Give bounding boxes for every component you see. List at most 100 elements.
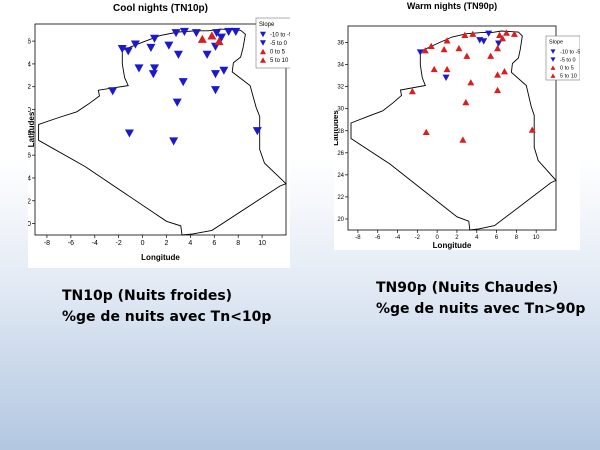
cool-legend-title: Slope bbox=[259, 22, 275, 28]
warm-marker-down bbox=[495, 40, 503, 47]
warm-marker-up bbox=[494, 44, 502, 52]
cool-marker-down bbox=[108, 87, 118, 96]
warm-marker-up bbox=[494, 86, 502, 94]
cool-y-tick-label: 24 bbox=[28, 175, 31, 182]
warm-marker-up bbox=[462, 98, 470, 106]
warm-y-tick-label: 36 bbox=[337, 41, 344, 47]
cool-y-tick-label: 32 bbox=[28, 84, 31, 91]
warm-x-tick-label: -4 bbox=[395, 235, 401, 241]
cool-y-tick-label: 34 bbox=[28, 61, 31, 68]
warm-x-tick-label: 8 bbox=[515, 235, 519, 241]
cool-marker-down bbox=[202, 50, 212, 59]
warm-marker-up bbox=[487, 52, 495, 59]
cool-marker-down bbox=[173, 50, 183, 59]
cool-marker-down bbox=[231, 27, 241, 37]
chart-panel-warm-nights: Warm nights (TN90p) -8 -6 -4 -2 0 2 4 6 8 10 20 22 24… bbox=[334, 0, 580, 250]
warm-legend-symbol bbox=[550, 65, 556, 70]
cool-marker-down bbox=[169, 137, 179, 146]
caption-cool-nights: TN10p (Nuits froides) %ge de nuits avec … bbox=[62, 286, 271, 328]
chart-panel-cool-nights: Cool nights (TN10p)-8-6-4-20246810202224… bbox=[28, 0, 290, 268]
warm-y-tick-label: 28 bbox=[337, 129, 344, 135]
warm-chart-title: Warm nights (TN90p) bbox=[407, 1, 497, 11]
cool-y-tick-label: 22 bbox=[28, 198, 31, 205]
warm-marker-up bbox=[469, 30, 477, 37]
warm-marker-up bbox=[461, 31, 469, 38]
warm-x-tick-label: 4 bbox=[475, 235, 479, 241]
cool-marker-down bbox=[148, 70, 158, 79]
cool-x-tick-label: 8 bbox=[236, 240, 240, 247]
cool-marker-down bbox=[124, 129, 134, 138]
caption-warm-nights-line2: %ge de nuits avec Tn>90p bbox=[376, 301, 586, 317]
cool-chart-title: Cool nights (TN10p) bbox=[113, 3, 208, 14]
warm-legend-title: Slope bbox=[549, 40, 563, 46]
cool-legend-label: 5 to 10 bbox=[270, 58, 289, 64]
cool-marker-down bbox=[171, 29, 181, 38]
warm-marker-up bbox=[502, 29, 510, 36]
warm-x-tick-label: 10 bbox=[533, 235, 540, 241]
cool-y-tick-label: 26 bbox=[28, 153, 31, 160]
cool-marker-down bbox=[252, 127, 262, 136]
caption-warm-nights-line1: TN90p (Nuits Chaudes) bbox=[376, 280, 559, 296]
cool-marker-down bbox=[216, 33, 226, 42]
warm-y-tick-label: 30 bbox=[337, 107, 344, 113]
warm-y-axis-label: Latitudes bbox=[334, 110, 340, 146]
cool-x-tick-label: 2 bbox=[165, 240, 169, 247]
cool-marker-down bbox=[178, 78, 188, 87]
warm-x-axis-label: Longitude bbox=[433, 241, 472, 250]
cool-y-axis-label: Latitudes bbox=[28, 111, 36, 147]
cool-marker-up bbox=[207, 31, 217, 40]
warm-x-tick-label: 0 bbox=[435, 235, 439, 241]
warm-marker-up bbox=[443, 37, 451, 44]
warm-plot-frame bbox=[347, 25, 557, 231]
warm-marker-up bbox=[408, 87, 416, 95]
cool-marker-down bbox=[146, 43, 156, 53]
cool-marker-down bbox=[210, 86, 220, 95]
cool-x-tick-label: 6 bbox=[212, 240, 216, 247]
warm-legend-symbol bbox=[550, 49, 556, 54]
cool-marker-down bbox=[123, 47, 133, 56]
cool-marker-down bbox=[150, 34, 160, 43]
cool-legend-label: 0 to 5 bbox=[270, 50, 286, 56]
caption-warm-nights: TN90p (Nuits Chaudes) %ge de nuits avec … bbox=[376, 278, 585, 320]
cool-x-tick-label: -2 bbox=[116, 240, 122, 247]
warm-x-tick-label: 2 bbox=[455, 235, 459, 241]
chart-cool-nights: Cool nights (TN10p)-8-6-4-20246810202224… bbox=[28, 3, 290, 262]
cool-marker-down bbox=[191, 29, 201, 38]
cool-legend-symbol bbox=[260, 48, 266, 55]
cool-x-axis-label: Longitude bbox=[141, 253, 180, 262]
warm-marker-down bbox=[416, 49, 424, 56]
warm-marker-up bbox=[421, 47, 429, 54]
warm-y-tick-label: 34 bbox=[337, 63, 344, 69]
cool-x-tick-label: 0 bbox=[141, 240, 145, 247]
warm-marker-up bbox=[467, 79, 475, 86]
warm-country-outline bbox=[350, 30, 557, 231]
warm-legend-symbol bbox=[550, 57, 556, 62]
cool-marker-down bbox=[134, 64, 144, 73]
cool-legend-symbol bbox=[260, 40, 266, 46]
cool-marker-down bbox=[150, 64, 160, 73]
warm-x-tick-label: 6 bbox=[495, 235, 499, 241]
warm-marker-down bbox=[480, 38, 488, 45]
cool-legend-label: -10 to -5 bbox=[270, 33, 290, 39]
warm-marker-up bbox=[430, 65, 438, 73]
warm-marker-up bbox=[463, 52, 471, 59]
cool-marker-down bbox=[117, 45, 127, 54]
cool-x-tick-label: -4 bbox=[92, 240, 98, 247]
cool-marker-down bbox=[210, 70, 220, 79]
cool-marker-down bbox=[219, 66, 229, 75]
warm-y-tick-label: 24 bbox=[337, 173, 344, 179]
cool-x-tick-label: -6 bbox=[68, 240, 74, 247]
cool-marker-up bbox=[197, 34, 207, 43]
warm-x-tick-label: -6 bbox=[375, 235, 381, 241]
warm-marker-up bbox=[459, 136, 467, 143]
warm-marker-down bbox=[485, 30, 493, 37]
warm-legend-label: -5 to 0 bbox=[560, 58, 576, 64]
cool-marker-down bbox=[224, 27, 234, 37]
caption-cool-nights-line2: %ge de nuits avec Tn<10p bbox=[62, 309, 272, 325]
warm-legend-label: -10 to -5 bbox=[560, 50, 580, 56]
caption-cool-nights-line1: TN10p (Nuits froides) bbox=[62, 288, 233, 304]
cool-marker-down bbox=[212, 29, 222, 38]
warm-marker-up bbox=[499, 34, 507, 42]
cool-marker-down bbox=[179, 27, 189, 37]
warm-marker-up bbox=[443, 65, 451, 73]
